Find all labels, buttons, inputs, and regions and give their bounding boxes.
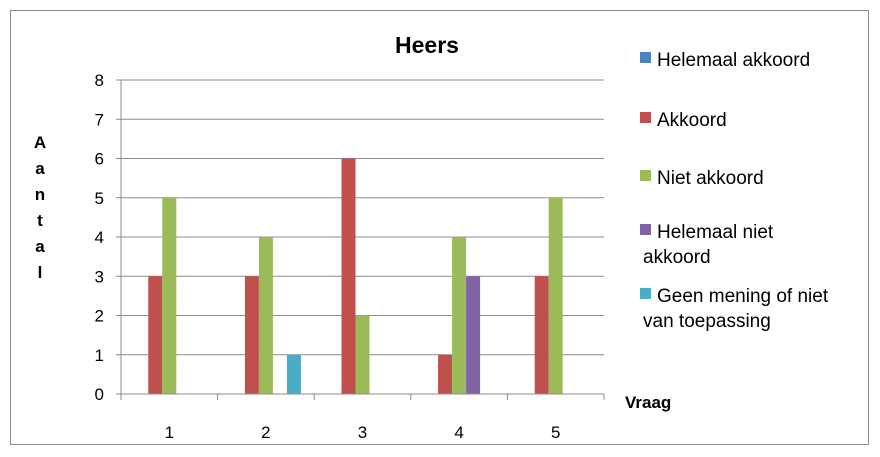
y-tick-label: 3	[95, 267, 104, 286]
bar	[535, 276, 549, 394]
y-tick-label: 8	[95, 71, 104, 90]
legend-label: Helemaal akkoord	[657, 50, 810, 71]
legend-label: Helemaal niet akkoord	[643, 222, 774, 268]
legend-item: Geen mening of niet van toepassing	[640, 286, 829, 332]
legend-label: Akkoord	[657, 110, 727, 131]
bar	[466, 276, 480, 394]
legend-label: Geen mening of niet van toepassing	[643, 286, 829, 332]
legend-swatch	[640, 52, 651, 63]
x-tick-label: 1	[165, 423, 174, 442]
bar	[162, 198, 176, 394]
legend-item: Niet akkoord	[640, 168, 764, 189]
bar	[245, 276, 259, 394]
bar	[259, 237, 273, 394]
bar	[287, 355, 301, 394]
y-axis-title-letter: l	[38, 263, 43, 282]
x-tick-label: 5	[551, 423, 560, 442]
legend-swatch	[640, 288, 651, 299]
legend-swatch	[640, 112, 651, 123]
legend-swatch	[640, 224, 651, 235]
y-axis-title-letter: a	[35, 237, 45, 256]
x-tick-label: 3	[358, 423, 367, 442]
x-tick-label: 4	[454, 423, 463, 442]
bar	[438, 355, 452, 394]
x-tick-labels: 1 2 3 4 5	[165, 423, 561, 442]
legend-item: Helemaal niet akkoord	[640, 222, 774, 268]
legend-item: Helemaal akkoord	[640, 50, 810, 71]
x-axis-title: Vraag	[625, 393, 671, 412]
legend-swatch	[640, 170, 651, 181]
y-tick-label: 6	[95, 150, 104, 169]
bar	[452, 237, 466, 394]
y-tick-label: 1	[95, 346, 104, 365]
x-tick-label: 2	[261, 423, 270, 442]
legend-item: Akkoord	[640, 110, 727, 131]
y-axis-title-letter: n	[35, 185, 45, 204]
y-axis-title-letter: A	[34, 133, 46, 152]
y-axis-title-letter: t	[37, 211, 43, 230]
bar	[549, 198, 563, 394]
chart-title: Heers	[395, 32, 459, 58]
y-tick-label: 7	[95, 110, 104, 129]
legend: Helemaal akkoord Akkoord Niet akkoord Helem…	[640, 50, 829, 332]
gridlines	[121, 80, 604, 355]
y-axis-title-letter: a	[35, 159, 45, 178]
y-tick-label: 0	[95, 385, 104, 404]
bar	[342, 159, 356, 395]
y-tick-label: 4	[95, 228, 104, 247]
legend-label: Niet akkoord	[657, 168, 764, 189]
y-tick-label: 5	[95, 189, 104, 208]
bar	[148, 276, 162, 394]
y-tick-label: 2	[95, 307, 104, 326]
y-tick-labels: 0 1 2 3 4 5 6 7 8	[95, 71, 104, 404]
bar	[356, 316, 370, 395]
